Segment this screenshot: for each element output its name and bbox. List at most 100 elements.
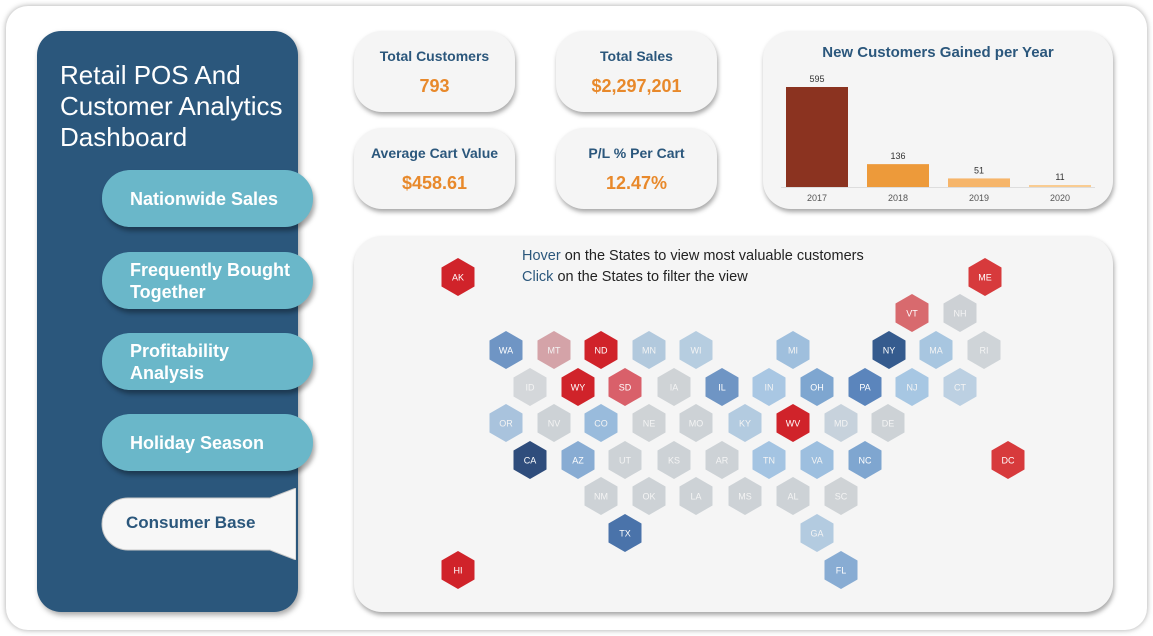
click-text: on the States to filter the view [553,269,748,285]
state-hex-az[interactable]: AZ [561,441,595,479]
state-hex-ma[interactable]: MA [919,331,953,369]
state-code-label: KY [739,419,751,429]
state-code-label: WV [786,419,801,429]
state-code-label: ND [595,346,608,356]
kpi-card-pl-per-cart: P/L % Per Cart 12.47% [556,128,717,209]
state-hex-id[interactable]: ID [513,368,547,406]
state-hex-ms[interactable]: MS [728,477,762,515]
state-hex-shape [800,514,834,552]
state-code-label: OK [642,492,655,502]
bar-2018[interactable] [867,164,929,187]
bar-2019[interactable] [948,178,1010,187]
state-hex-wa[interactable]: WA [489,331,523,369]
state-hex-ak[interactable]: AK [441,258,475,296]
nav-button-frequently-bought-together[interactable]: Frequently Bought Together [102,252,313,309]
state-hex-sc[interactable]: SC [824,477,858,515]
state-hex-ca[interactable]: CA [513,441,547,479]
state-hex-va[interactable]: VA [800,441,834,479]
state-hex-nd[interactable]: ND [584,331,618,369]
state-hex-mt[interactable]: MT [537,331,571,369]
state-hex-mn[interactable]: MN [632,331,666,369]
state-code-label: MD [834,419,848,429]
state-hex-mo[interactable]: MO [679,404,713,442]
state-hex-ok[interactable]: OK [632,477,666,515]
state-hex-hi[interactable]: HI [441,551,475,589]
state-code-label: AK [452,273,464,283]
state-hex-wy[interactable]: WY [561,368,595,406]
state-hex-vt[interactable]: VT [895,294,929,332]
state-hex-shape [679,404,713,442]
state-hex-tx[interactable]: TX [608,514,642,552]
state-code-label: AZ [572,456,584,466]
bar-2017[interactable] [786,87,848,187]
state-code-label: VA [811,456,822,466]
state-hex-ga[interactable]: GA [800,514,834,552]
state-code-label: PA [859,383,870,393]
state-hex-shape [895,368,929,406]
state-hex-ia[interactable]: IA [657,368,691,406]
state-hex-or[interactable]: OR [489,404,523,442]
kpi-value: 12.47% [605,173,668,193]
state-hex-shape [800,368,834,406]
state-hex-de[interactable]: DE [871,404,905,442]
state-hex-ky[interactable]: KY [728,404,762,442]
state-hex-la[interactable]: LA [679,477,713,515]
state-hex-ct[interactable]: CT [943,368,977,406]
state-code-label: WI [691,346,702,356]
state-hex-shape [968,258,1002,296]
state-hex-ar[interactable]: AR [705,441,739,479]
state-hex-mi[interactable]: MI [776,331,810,369]
nav-label: Profitability Analysis [130,340,230,383]
state-code-label: WY [571,383,586,393]
nav-button-profitability-analysis[interactable]: Profitability Analysis [102,333,313,390]
state-hex-me[interactable]: ME [968,258,1002,296]
nav-button-consumer-base[interactable]: Consumer Base [100,488,296,560]
state-hex-pa[interactable]: PA [848,368,882,406]
state-hex-shape [800,441,834,479]
state-hex-sd[interactable]: SD [608,368,642,406]
bar-2020[interactable] [1029,185,1091,187]
state-hex-co[interactable]: CO [584,404,618,442]
state-code-label: LA [690,492,701,502]
state-hex-nv[interactable]: NV [537,404,571,442]
state-hex-shape [513,368,547,406]
state-hex-tn[interactable]: TN [752,441,786,479]
state-hex-oh[interactable]: OH [800,368,834,406]
state-hex-ri[interactable]: RI [967,331,1001,369]
state-hex-ks[interactable]: KS [657,441,691,479]
state-hex-fl[interactable]: FL [824,551,858,589]
state-hex-shape [919,331,953,369]
state-code-label: FL [836,566,847,576]
state-code-label: MA [929,346,943,356]
nav-button-holiday-season[interactable]: Holiday Season [102,414,313,471]
bar-value-label: 51 [974,165,984,175]
state-code-label: TX [619,529,631,539]
kpi-label: Total Customers [379,48,490,64]
state-hex-ne[interactable]: NE [632,404,666,442]
chart-title: New Customers Gained per Year [822,44,1054,61]
state-code-label: MO [689,419,704,429]
state-hex-nc[interactable]: NC [848,441,882,479]
state-hex-wi[interactable]: WI [679,331,713,369]
state-hex-dc[interactable]: DC [991,441,1025,479]
state-hex-shape [776,477,810,515]
state-hex-in[interactable]: IN [752,368,786,406]
state-code-label: CT [954,383,966,393]
state-hex-il[interactable]: IL [705,368,739,406]
kpi-card-average-cart-value: Average Cart Value $458.61 [354,128,515,209]
state-hex-nj[interactable]: NJ [895,368,929,406]
state-hex-ut[interactable]: UT [608,441,642,479]
state-hex-shape [584,477,618,515]
state-hex-wv[interactable]: WV [776,404,810,442]
state-code-label: WA [499,346,513,356]
state-hex-nh[interactable]: NH [943,294,977,332]
kpi-card-total-sales: Total Sales $2,297,201 [556,31,717,112]
state-hex-ny[interactable]: NY [872,331,906,369]
state-code-label: RI [980,346,989,356]
nav-button-nationwide-sales[interactable]: Nationwide Sales [102,170,313,227]
state-hex-nm[interactable]: NM [584,477,618,515]
bar-value-label: 11 [1055,172,1064,182]
state-hex-al[interactable]: AL [776,477,810,515]
state-hex-md[interactable]: MD [824,404,858,442]
state-hex-shape [657,441,691,479]
